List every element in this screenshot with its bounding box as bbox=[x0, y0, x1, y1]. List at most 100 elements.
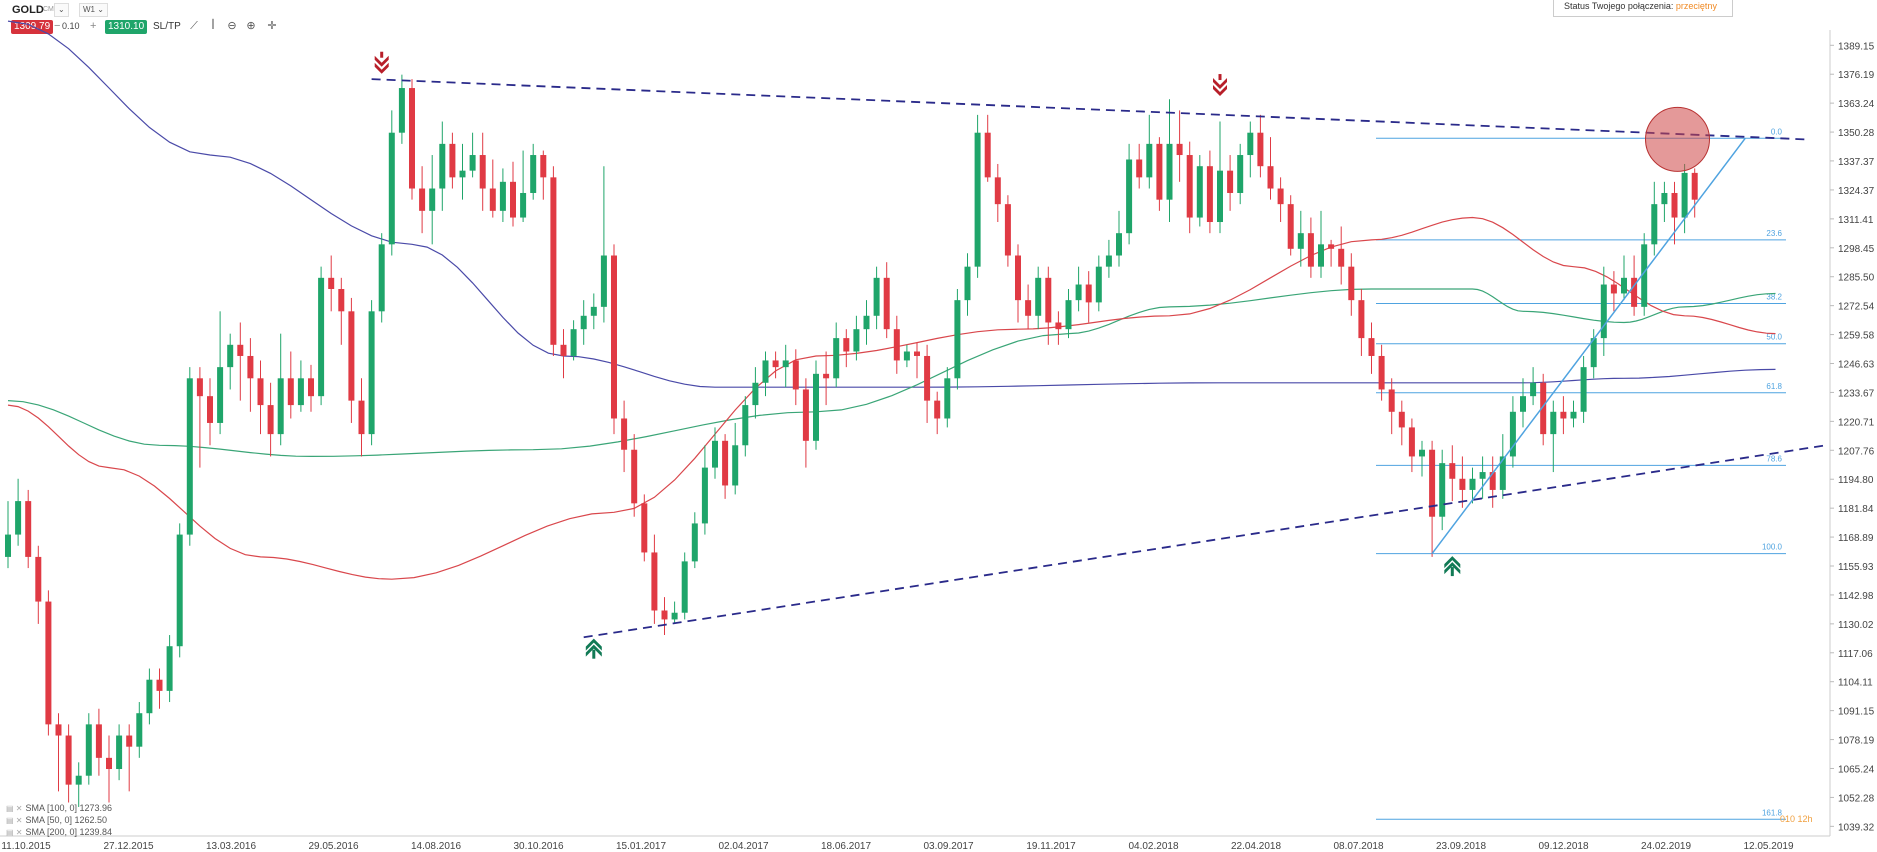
candle-body bbox=[1297, 233, 1304, 249]
candle bbox=[1459, 456, 1466, 508]
buy-price-button[interactable]: 1310.10 bbox=[105, 20, 148, 34]
candle-body bbox=[712, 440, 718, 468]
candle-body bbox=[499, 181, 506, 211]
candle-body bbox=[1610, 284, 1617, 294]
candle bbox=[1348, 253, 1355, 316]
candle bbox=[1176, 110, 1183, 182]
candle bbox=[1419, 440, 1425, 477]
candle-body bbox=[358, 400, 365, 435]
symbol-label[interactable]: GOLD bbox=[12, 4, 44, 16]
candle bbox=[35, 545, 42, 624]
volume-minus-button[interactable]: − bbox=[54, 20, 61, 32]
toolbar: GOLD CMD ⌄ W1 ⌄ 1309.79 − 0.10 + 1310.10… bbox=[0, 0, 1877, 40]
sell-arrow-icon bbox=[1213, 74, 1227, 97]
candle-body bbox=[35, 556, 42, 602]
candle-body bbox=[1459, 478, 1466, 490]
candle-body bbox=[479, 155, 486, 189]
candle bbox=[459, 143, 466, 200]
candle bbox=[611, 244, 617, 435]
candle-body bbox=[701, 467, 708, 524]
candle-body bbox=[1287, 204, 1294, 249]
x-tick-label: 11.10.2015 bbox=[1, 841, 51, 852]
market-dropdown[interactable]: ⌄ bbox=[54, 3, 69, 17]
candle bbox=[227, 333, 234, 390]
candle bbox=[1035, 266, 1042, 330]
candle bbox=[1489, 456, 1496, 508]
y-tick-label: 1039.32 bbox=[1838, 822, 1875, 833]
candle-body bbox=[873, 277, 880, 316]
volume-input[interactable]: 0.10 bbox=[62, 21, 80, 31]
candle bbox=[1065, 288, 1072, 339]
crosshair-icon[interactable]: ✛ bbox=[267, 20, 277, 32]
sltp-button[interactable]: SL/TP bbox=[153, 21, 181, 32]
line-chart-icon[interactable]: ⟋ bbox=[190, 20, 198, 32]
legend-sma50: ▤ ✕ SMA [50, 0] 1262.50 bbox=[6, 815, 107, 825]
candle-body bbox=[863, 315, 870, 330]
zoom-out-icon[interactable]: ⊖ bbox=[227, 20, 237, 32]
candle-body bbox=[1348, 266, 1355, 301]
candle bbox=[156, 668, 163, 709]
candle-body bbox=[1146, 143, 1153, 178]
candle bbox=[1318, 210, 1324, 278]
candle-body bbox=[651, 552, 658, 611]
candle-body bbox=[570, 329, 577, 356]
x-tick-label: 14.08.2016 bbox=[411, 841, 461, 852]
y-tick-label: 1337.37 bbox=[1838, 157, 1875, 168]
candle bbox=[994, 163, 1001, 223]
candle bbox=[449, 132, 456, 189]
candle bbox=[1338, 226, 1345, 285]
candle-body bbox=[55, 724, 62, 736]
candle-body bbox=[853, 329, 860, 352]
remove-indicator-icon[interactable]: ▤ ✕ bbox=[6, 816, 23, 825]
candle bbox=[378, 233, 385, 323]
candle-body bbox=[257, 378, 264, 406]
candle bbox=[1227, 155, 1234, 211]
legend-sma50-label: SMA [50, 0] 1262.50 bbox=[25, 815, 108, 825]
candle bbox=[186, 367, 193, 546]
volume-plus-button[interactable]: + bbox=[90, 20, 97, 32]
sma100-line bbox=[7, 216, 1776, 580]
candle bbox=[954, 288, 961, 390]
candle-body bbox=[1267, 166, 1274, 189]
candle bbox=[1307, 217, 1314, 278]
zoom-in-icon[interactable]: ⊕ bbox=[246, 20, 256, 32]
candle-body bbox=[116, 735, 123, 770]
candle bbox=[1600, 266, 1607, 356]
candle bbox=[15, 478, 22, 546]
candle-body bbox=[1509, 411, 1516, 457]
candle bbox=[489, 159, 496, 218]
candle-body bbox=[419, 188, 426, 211]
candle bbox=[1408, 418, 1415, 473]
candle bbox=[600, 166, 607, 323]
candle bbox=[398, 74, 405, 144]
candle-body bbox=[520, 192, 527, 218]
candle-body bbox=[398, 88, 405, 133]
candle bbox=[1429, 440, 1436, 557]
candle bbox=[540, 150, 547, 200]
candle bbox=[752, 367, 759, 419]
candle-body bbox=[308, 378, 314, 397]
candle-body bbox=[1338, 248, 1345, 267]
highlight-circle bbox=[1645, 106, 1710, 172]
candle-body bbox=[1368, 338, 1375, 356]
candle bbox=[782, 344, 789, 388]
remove-indicator-icon[interactable]: ▤ ✕ bbox=[6, 828, 23, 837]
candle-body bbox=[1055, 322, 1062, 330]
candle bbox=[903, 344, 910, 368]
candle-body bbox=[156, 679, 163, 691]
candle bbox=[1045, 266, 1052, 345]
candle bbox=[631, 434, 638, 517]
candle bbox=[1580, 355, 1587, 423]
candle-body bbox=[1196, 166, 1203, 218]
candle-body bbox=[772, 360, 779, 368]
candle-body bbox=[1035, 277, 1042, 316]
candle bbox=[1479, 456, 1486, 499]
candle-body bbox=[1186, 155, 1193, 218]
remove-indicator-icon[interactable]: ▤ ✕ bbox=[6, 804, 23, 813]
interval-dropdown[interactable]: W1 ⌄ bbox=[79, 3, 108, 17]
indicators-icon[interactable]: ꟾ bbox=[211, 20, 215, 32]
candle bbox=[792, 349, 799, 406]
candle-body bbox=[984, 132, 991, 178]
candle-body bbox=[530, 155, 537, 193]
